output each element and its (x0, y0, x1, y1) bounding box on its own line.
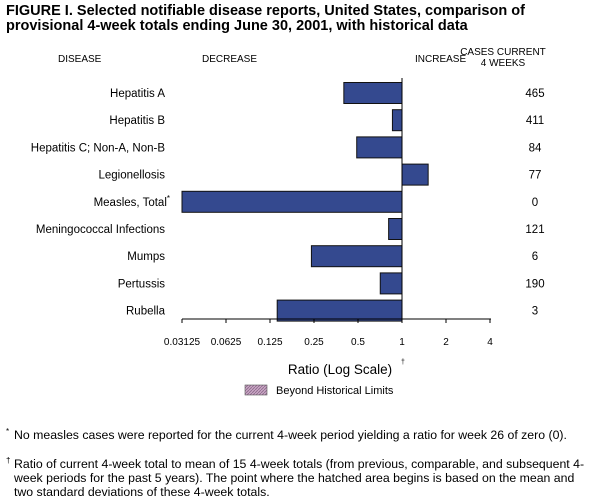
category-label: Hepatitis B (109, 115, 165, 127)
legend-swatch (244, 384, 268, 396)
footnote-mark: † (6, 456, 11, 465)
bar-3 (401, 163, 429, 186)
bar-2 (356, 136, 403, 159)
x-axis-label: Ratio (Log Scale) (288, 362, 392, 377)
cases-value: 190 (525, 278, 544, 290)
category-name: Pertussis (118, 278, 166, 290)
bar-8 (276, 299, 403, 322)
category-label: Pertussis (118, 278, 166, 290)
header-decrease: DECREASE (202, 54, 257, 65)
cases-value: 0 (532, 197, 538, 209)
category-name: Legionellosis (99, 170, 166, 182)
category-name: Hepatitis B (109, 115, 165, 127)
category-label: Hepatitis A (110, 88, 165, 100)
title-line-1: FIGURE I. Selected notifiable disease re… (6, 3, 525, 19)
category-name: Hepatitis A (110, 88, 165, 100)
x-tick-label: 0.25 (304, 337, 324, 348)
footnote-text: Ratio of current 4-week total to mean of… (14, 457, 585, 499)
legend-label: Beyond Historical Limits (276, 385, 394, 397)
bar-0 (343, 82, 403, 104)
category-label: Rubella (126, 306, 166, 318)
category-name: Meningococcal Infections (36, 224, 165, 236)
header-cases-line2: 4 WEEKS (481, 58, 526, 69)
category-name: Hepatitis C; Non-A, Non-B (31, 142, 166, 154)
category-footnote-mark: * (167, 194, 170, 203)
category-label: Measles, Total* (94, 194, 170, 209)
x-tick-label: 0.0625 (211, 337, 242, 348)
footnote-mark: * (6, 427, 10, 436)
footnote-ratio: † Ratio of current 4-week total to mean o… (6, 456, 592, 499)
header-disease: DISEASE (58, 54, 102, 65)
cases-value: 3 (532, 306, 538, 318)
x-tick-label: 1 (399, 337, 405, 348)
x-tick-label: 0.125 (257, 337, 282, 348)
category-label: Legionellosis (99, 170, 166, 182)
bar-5 (388, 218, 403, 240)
cases-value: 411 (526, 115, 544, 127)
cases-value: 6 (532, 251, 538, 263)
cases-value: 465 (525, 88, 544, 100)
header-increase: INCREASE (415, 54, 466, 65)
category-name: Measles, Total (94, 197, 167, 209)
category-name: Mumps (127, 251, 165, 263)
cases-value: 77 (529, 170, 542, 182)
x-tick-label: 0.03125 (164, 337, 201, 348)
category-label: Hepatitis C; Non-A, Non-B (31, 142, 166, 154)
cases-value: 84 (529, 142, 542, 154)
footnote-text: No measles cases were reported for the c… (14, 428, 567, 442)
bar-4 (181, 190, 403, 213)
category-label: Mumps (127, 251, 165, 263)
x-tick-label: 2 (443, 337, 449, 348)
bar-7 (379, 272, 403, 295)
cases-value: 121 (525, 224, 544, 236)
title-line-2: provisional 4-week totals ending June 30… (6, 18, 468, 34)
footnote-measles: * No measles cases were reported for the … (6, 427, 592, 442)
x-tick-label: 0.5 (351, 337, 365, 348)
category-name: Rubella (126, 306, 166, 318)
x-axis-label-mark: † (401, 359, 405, 366)
header-cases-line1: CASES CURRENT (460, 47, 546, 58)
bar-6 (310, 245, 403, 268)
figure-title: FIGURE I. Selected notifiable disease re… (6, 4, 600, 34)
category-label: Meningococcal Infections (36, 224, 165, 236)
x-tick-label: 4 (487, 337, 493, 348)
bar-1 (391, 109, 403, 132)
